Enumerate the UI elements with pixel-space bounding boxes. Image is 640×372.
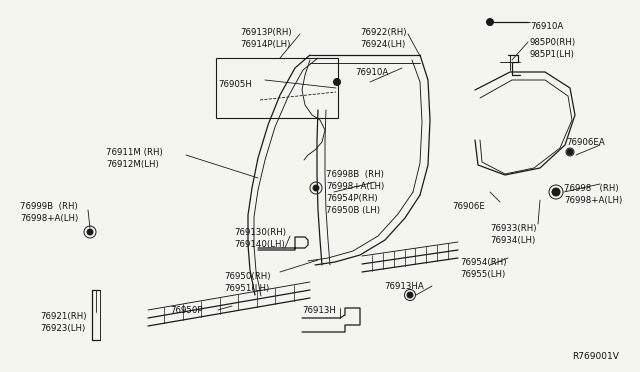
Circle shape (313, 185, 319, 191)
Text: 76913H: 76913H (302, 306, 336, 315)
Text: 76913HA: 76913HA (384, 282, 424, 291)
Text: 76951(LH): 76951(LH) (224, 284, 269, 293)
Text: 76912M(LH): 76912M(LH) (106, 160, 159, 169)
Text: 76911M (RH): 76911M (RH) (106, 148, 163, 157)
Text: 76950P: 76950P (170, 306, 202, 315)
Circle shape (333, 78, 340, 86)
Text: 76998   (RH): 76998 (RH) (564, 184, 619, 193)
Circle shape (552, 188, 560, 196)
Text: 76924(LH): 76924(LH) (360, 40, 405, 49)
Text: 76906EA: 76906EA (566, 138, 605, 147)
Circle shape (407, 292, 413, 298)
Text: 76933(RH): 76933(RH) (490, 224, 536, 233)
Text: 76950(RH): 76950(RH) (224, 272, 271, 281)
Text: 76914P(LH): 76914P(LH) (240, 40, 291, 49)
Circle shape (87, 229, 93, 235)
Text: 76910A: 76910A (355, 68, 388, 77)
Text: 769140(LH): 769140(LH) (234, 240, 285, 249)
Text: 76905H: 76905H (218, 80, 252, 89)
Text: 76910A: 76910A (530, 22, 563, 31)
Text: 76922(RH): 76922(RH) (360, 28, 406, 37)
Text: 76921(RH): 76921(RH) (40, 312, 86, 321)
Text: 76955(LH): 76955(LH) (460, 270, 505, 279)
Text: 76998+A(LH): 76998+A(LH) (564, 196, 622, 205)
Text: 76923(LH): 76923(LH) (40, 324, 85, 333)
Text: 76950B (LH): 76950B (LH) (326, 206, 380, 215)
Text: 76998+A(LH): 76998+A(LH) (20, 214, 78, 223)
Text: 76999B  (RH): 76999B (RH) (20, 202, 77, 211)
Bar (216, 58, 338, 118)
Circle shape (486, 19, 493, 26)
Circle shape (568, 151, 572, 154)
Text: 769130(RH): 769130(RH) (234, 228, 286, 237)
Text: 76913P(RH): 76913P(RH) (240, 28, 292, 37)
Text: 76954(RH): 76954(RH) (460, 258, 506, 267)
Text: 76934(LH): 76934(LH) (490, 236, 535, 245)
Text: 76954P(RH): 76954P(RH) (326, 194, 378, 203)
Circle shape (567, 149, 573, 155)
Text: 76998B  (RH): 76998B (RH) (326, 170, 384, 179)
Text: 985P0(RH): 985P0(RH) (530, 38, 576, 47)
Text: R769001V: R769001V (572, 352, 619, 361)
Text: 985P1(LH): 985P1(LH) (530, 50, 575, 59)
Text: 76998+A(LH): 76998+A(LH) (326, 182, 384, 191)
Text: 76906E: 76906E (452, 202, 485, 211)
